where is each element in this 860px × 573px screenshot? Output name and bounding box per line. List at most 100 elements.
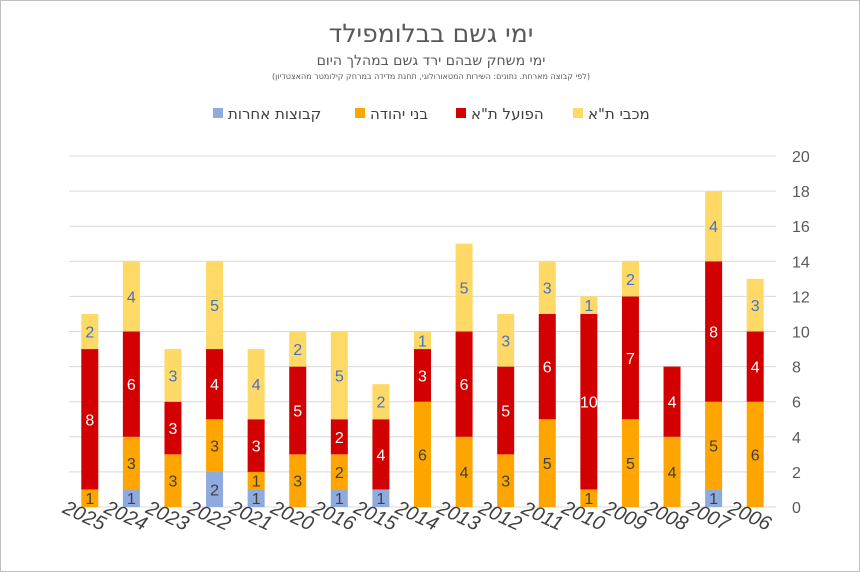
data-label: 5 (293, 403, 302, 420)
y-tick-label: 18 (792, 184, 810, 201)
bar-segment (746, 401, 764, 507)
bar-segment (414, 331, 431, 350)
bar-segment (746, 278, 764, 332)
bar-segment (247, 419, 265, 472)
bar-segment (705, 191, 723, 262)
y-tick-label: 16 (792, 219, 810, 236)
data-label: 1 (252, 474, 261, 491)
bar-segment (538, 261, 556, 314)
bar-segment (705, 261, 723, 402)
bar-segment (289, 331, 307, 367)
data-label: 2 (210, 482, 219, 499)
data-label: 10 (580, 395, 598, 412)
bar-segment (497, 366, 515, 455)
data-label: 1 (584, 298, 593, 315)
data-label: 1 (709, 491, 718, 508)
bar-segment (538, 419, 556, 507)
chart-data-labels: 1821364333234511343521225142631465353563… (85, 219, 759, 508)
bar-segment (81, 313, 99, 350)
data-label: 6 (418, 447, 427, 464)
data-label: 5 (460, 281, 469, 298)
bar-segment (330, 419, 348, 455)
bar-segment (497, 454, 515, 507)
data-label: 2 (376, 395, 385, 412)
y-tick-label: 8 (792, 360, 801, 377)
data-label: 2 (85, 325, 94, 342)
data-label: 3 (418, 368, 427, 385)
data-label: 3 (169, 368, 178, 385)
data-label: 4 (127, 289, 136, 306)
bar-segment (663, 366, 681, 437)
bar-segment (414, 349, 431, 402)
bar-segment (81, 349, 99, 490)
data-label: 2 (293, 342, 302, 359)
bar-segment (206, 349, 224, 420)
data-label: 3 (501, 474, 510, 491)
bar-segment (621, 261, 639, 297)
data-label: 5 (501, 403, 510, 420)
bar-segment (247, 489, 265, 507)
chart-bars (81, 191, 764, 507)
data-label: 1 (418, 333, 427, 350)
data-label: 4 (210, 377, 219, 394)
data-label: 1 (376, 491, 385, 508)
legend-swatch (456, 108, 466, 118)
data-label: 4 (668, 395, 677, 412)
bar-segment (746, 331, 764, 402)
data-label: 5 (335, 368, 344, 385)
data-label: 3 (127, 456, 136, 473)
bar-segment (538, 313, 556, 420)
bar-segment (81, 489, 99, 507)
bar-segment (372, 419, 390, 490)
y-tick-label: 20 (792, 149, 810, 166)
data-label: 1 (85, 491, 94, 508)
bar-segment (580, 313, 598, 490)
bar-segment (455, 243, 473, 332)
bar-segment (122, 261, 140, 332)
data-label: 6 (543, 360, 552, 377)
data-label: 4 (460, 465, 469, 482)
bar-segment (705, 401, 723, 490)
y-tick-label: 2 (792, 465, 801, 482)
bar-segment (122, 436, 140, 490)
bar-segment (414, 401, 431, 507)
data-label: 3 (293, 474, 302, 491)
data-label: 3 (252, 439, 261, 456)
data-label: 3 (501, 333, 510, 350)
bar-segment (621, 296, 639, 420)
legend-label: בני יהודה (370, 105, 428, 123)
data-label: 2 (626, 272, 635, 289)
data-label: 5 (626, 456, 635, 473)
bar-segment (330, 454, 348, 490)
bar-segment (164, 454, 182, 507)
data-label: 3 (169, 474, 178, 491)
data-label: 1 (335, 491, 344, 508)
data-label: 1 (127, 491, 136, 508)
data-label: 2 (335, 430, 344, 447)
bar-segment (330, 331, 348, 420)
bar-segment (455, 331, 473, 437)
data-label: 6 (127, 377, 136, 394)
data-label: 5 (709, 439, 718, 456)
data-label: 1 (252, 491, 261, 508)
data-label: 4 (751, 360, 760, 377)
data-label: 1 (584, 491, 593, 508)
data-label: 3 (169, 421, 178, 438)
data-label: 8 (85, 412, 94, 429)
bar-segment (206, 471, 224, 507)
bar-segment (247, 349, 265, 420)
bar-segment (122, 489, 140, 507)
y-tick-label: 0 (792, 500, 801, 517)
data-label: 2 (335, 465, 344, 482)
legend-label: קבוצות אחרות (228, 105, 321, 123)
chart-title: ימי גשם בבלומפילד (329, 19, 534, 48)
chart-subtitle: ימי משחק שבהם ירד גשם במהלך היום (317, 53, 546, 69)
legend-swatch (213, 108, 223, 118)
bar-segment (206, 261, 224, 350)
legend-label: מכבי ת"א (588, 105, 650, 123)
bar-segment (289, 366, 307, 455)
bar-segment (455, 436, 473, 507)
bar-segment (497, 313, 515, 367)
